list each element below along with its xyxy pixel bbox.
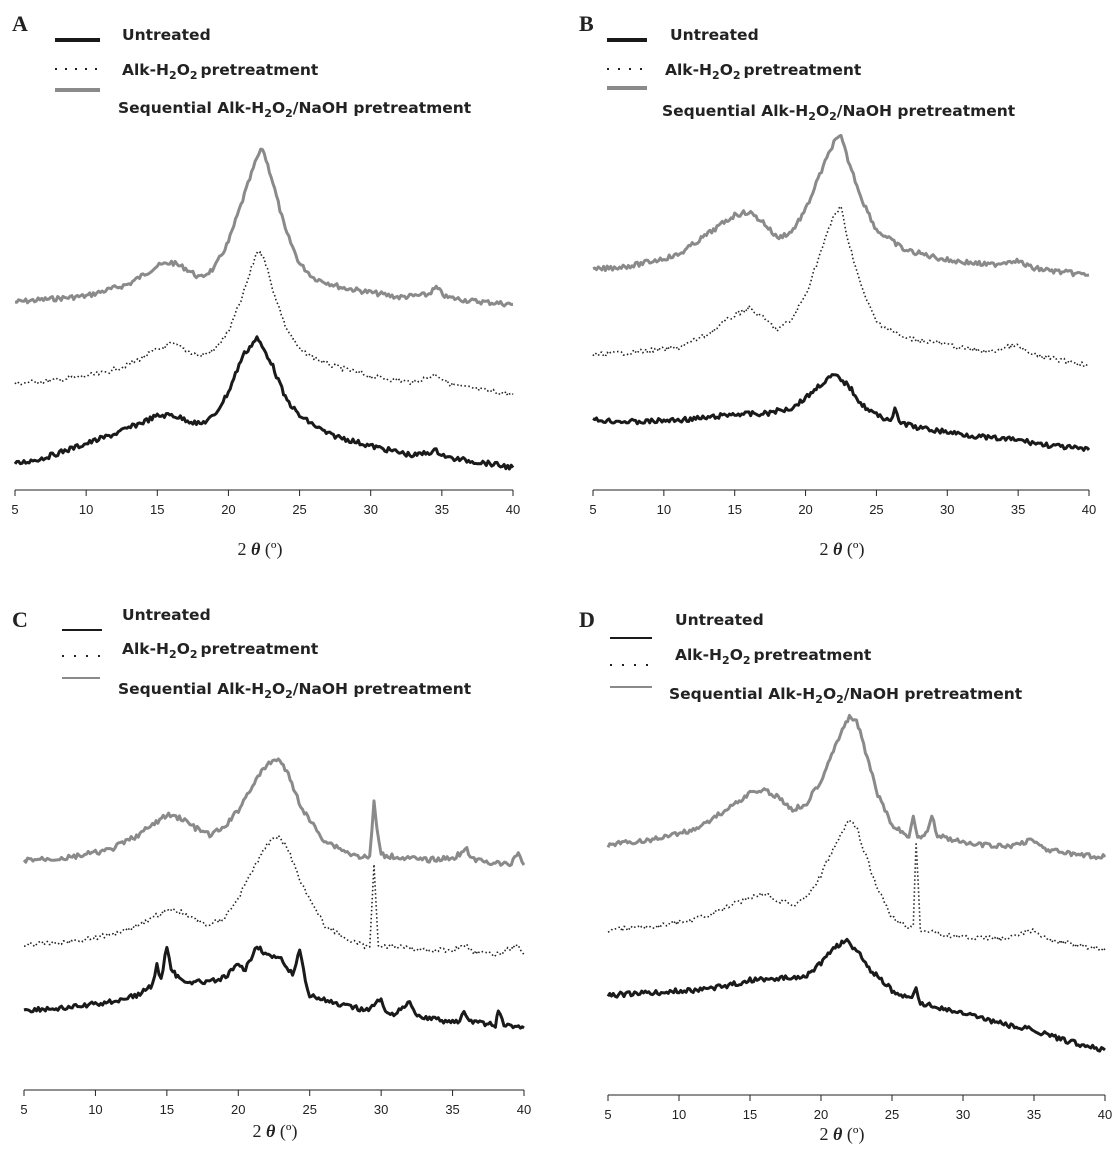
legend-b: Untreated Alk-H2O2 pretreatment Sequentia… — [607, 26, 1016, 123]
x-tick-label: 40 — [1098, 1107, 1112, 1122]
x-axis-d: 5 10 15 20 25 30 35 40 — [604, 1094, 1112, 1122]
x-axis-label-c: 2 θ (º) — [253, 1121, 298, 1142]
chart-panel-a: A Untreated Alk-H2O2 pretreatment Sequent… — [0, 0, 557, 575]
legend-label-untreated: Untreated — [122, 606, 211, 624]
panel-label-d: D — [579, 607, 595, 632]
x-tick-label: 20 — [231, 1102, 245, 1117]
legend-label-untreated: Untreated — [122, 26, 211, 44]
x-tick-label: 30 — [956, 1107, 970, 1122]
series-line-alk-a — [14, 251, 514, 397]
series-layer-d — [606, 713, 1107, 1053]
x-tick-label: 30 — [374, 1102, 388, 1117]
legend-label-untreated: Untreated — [675, 611, 764, 629]
x-tick-label: 25 — [292, 502, 306, 517]
x-tick-label: 35 — [435, 502, 449, 517]
series-line-alk-c — [23, 834, 525, 958]
x-tick-label: 25 — [302, 1102, 316, 1117]
series-line-seq-b — [592, 133, 1090, 278]
x-tick-label: 25 — [885, 1107, 899, 1122]
x-tick-label: 30 — [363, 502, 377, 517]
legend-d: Untreated Alk-H2O2 pretreatment Sequentia… — [610, 611, 1023, 706]
series-line-untreated-d — [606, 937, 1106, 1053]
legend-label-alk: Alk-H2O2 pretreatment — [675, 646, 872, 667]
x-tick-label: 10 — [79, 502, 93, 517]
series-line-seq-d — [606, 713, 1107, 861]
x-tick-label: 10 — [672, 1107, 686, 1122]
legend-label-seq: Sequential Alk-H2O2/NaOH pretreatment — [118, 680, 472, 701]
x-tick-label: 35 — [445, 1102, 459, 1117]
x-tick-label: 5 — [11, 502, 18, 517]
x-tick-label: 25 — [869, 502, 883, 517]
series-layer-c — [22, 757, 526, 1030]
x-tick-label: 40 — [517, 1102, 531, 1117]
chart-b-svg: B Untreated Alk-H2O2 pretreatment Sequent… — [579, 11, 1096, 560]
x-tick-label: 15 — [160, 1102, 174, 1117]
panel-label-a: A — [12, 11, 28, 36]
x-tick-label: 20 — [221, 502, 235, 517]
x-tick-label: 30 — [940, 502, 954, 517]
legend-a: Untreated Alk-H2O2 pretreatment Sequentia… — [55, 26, 472, 120]
x-tick-label: 5 — [604, 1107, 611, 1122]
series-layer-b — [592, 133, 1091, 452]
panel-label-c: C — [12, 607, 28, 632]
x-axis-label-b: 2 θ (º) — [820, 539, 865, 560]
series-line-untreated-b — [592, 373, 1091, 452]
legend-c: Untreated Alk-H2O2 pretreatment Sequentia… — [62, 606, 472, 701]
x-tick-label: 20 — [798, 502, 812, 517]
panel-label-b: B — [579, 11, 594, 36]
legend-label-seq: Sequential Alk-H2O2/NaOH pretreatment — [669, 685, 1023, 706]
chart-c-svg: C Untreated Alk-H2O2 pretreatment Sequent… — [12, 606, 531, 1142]
legend-label-alk: Alk-H2O2 pretreatment — [122, 61, 319, 82]
x-tick-label: 5 — [20, 1102, 27, 1117]
x-tick-label: 20 — [814, 1107, 828, 1122]
series-line-untreated-a — [13, 335, 515, 471]
x-axis-c: 5 10 15 20 25 30 35 40 — [20, 1089, 531, 1117]
chart-panel-c: C Untreated Alk-H2O2 pretreatment Sequent… — [0, 575, 557, 1151]
chart-panel-d: D Untreated Alk-H2O2 pretreatment Sequent… — [557, 575, 1115, 1151]
chart-a-svg: A Untreated Alk-H2O2 pretreatment Sequent… — [11, 11, 520, 560]
series-line-untreated-c — [23, 945, 525, 1030]
chart-d-svg: D Untreated Alk-H2O2 pretreatment Sequent… — [579, 607, 1112, 1145]
legend-label-seq: Sequential Alk-H2O2/NaOH pretreatment — [662, 102, 1016, 123]
x-tick-label: 5 — [589, 502, 596, 517]
x-axis-label-d: 2 θ (º) — [820, 1124, 865, 1145]
x-tick-label: 35 — [1011, 502, 1025, 517]
legend-label-alk: Alk-H2O2 pretreatment — [122, 640, 319, 661]
legend-label-untreated: Untreated — [670, 26, 759, 44]
x-axis-a: 5 10 15 20 25 30 35 40 — [11, 489, 520, 517]
x-tick-label: 35 — [1027, 1107, 1041, 1122]
series-line-seq-a — [14, 147, 514, 308]
x-tick-label: 10 — [657, 502, 671, 517]
chart-panel-b: B Untreated Alk-H2O2 pretreatment Sequent… — [557, 0, 1115, 575]
x-tick-label: 40 — [506, 502, 520, 517]
x-tick-label: 15 — [150, 502, 164, 517]
legend-label-seq: Sequential Alk-H2O2/NaOH pretreatment — [118, 99, 472, 120]
x-tick-label: 40 — [1082, 502, 1096, 517]
x-tick-label: 10 — [88, 1102, 102, 1117]
x-axis-label-a: 2 θ (º) — [238, 539, 283, 560]
x-axis-b: 5 10 15 20 25 30 35 40 — [589, 489, 1096, 517]
x-tick-label: 15 — [727, 502, 741, 517]
x-tick-label: 15 — [743, 1107, 757, 1122]
series-line-alk-b — [592, 205, 1090, 368]
legend-label-alk: Alk-H2O2 pretreatment — [665, 61, 862, 82]
series-line-seq-c — [22, 757, 526, 868]
series-layer-a — [13, 147, 515, 471]
